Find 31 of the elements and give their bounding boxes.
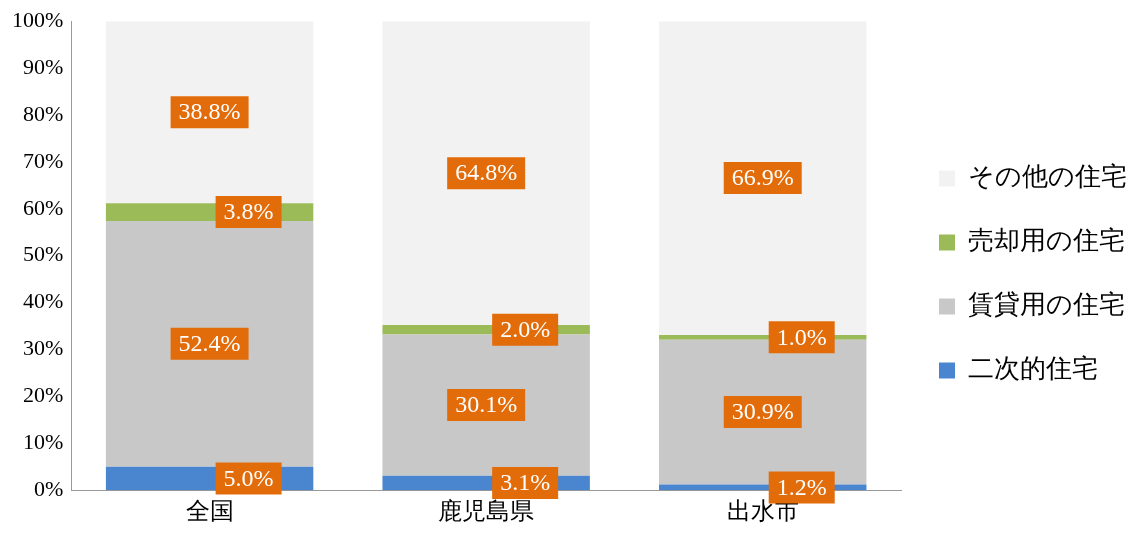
y-tick-label: 50% [23, 241, 64, 267]
data-label: 2.0% [500, 316, 551, 343]
x-tick-label: 鹿児島県 [438, 497, 535, 524]
bar [105, 21, 314, 204]
legend-label: 二次的住宅 [968, 354, 1098, 384]
y-tick-label: 100% [12, 6, 64, 32]
data-label: 3.1% [500, 469, 551, 496]
data-label: 30.9% [731, 398, 794, 425]
data-label: 66.9% [731, 164, 794, 191]
y-tick-label: 30% [23, 335, 64, 361]
y-tick-label: 20% [23, 382, 64, 408]
data-label: 5.0% [223, 464, 274, 491]
y-tick-label: 40% [23, 288, 64, 314]
bar [105, 220, 314, 467]
data-label: 64.8% [455, 159, 518, 186]
y-tick-label: 90% [23, 53, 64, 79]
data-label: 1.0% [776, 323, 827, 350]
legend-label: 売却用の住宅 [968, 226, 1125, 256]
y-tick-label: 60% [23, 194, 64, 220]
y-tick-label: 70% [23, 147, 64, 173]
data-label: 38.8% [178, 98, 241, 125]
data-label: 52.4% [178, 330, 241, 357]
legend-label: その他の住宅 [968, 162, 1127, 192]
x-tick-label: 全国 [185, 497, 234, 524]
data-label: 1.2% [776, 473, 827, 500]
data-label: 30.1% [455, 391, 518, 418]
data-label: 3.8% [223, 198, 274, 225]
legend-label: 賃貸用の住宅 [968, 290, 1125, 320]
y-tick-label: 0% [34, 475, 64, 501]
y-tick-label: 80% [23, 100, 64, 126]
y-tick-label: 10% [23, 429, 64, 455]
